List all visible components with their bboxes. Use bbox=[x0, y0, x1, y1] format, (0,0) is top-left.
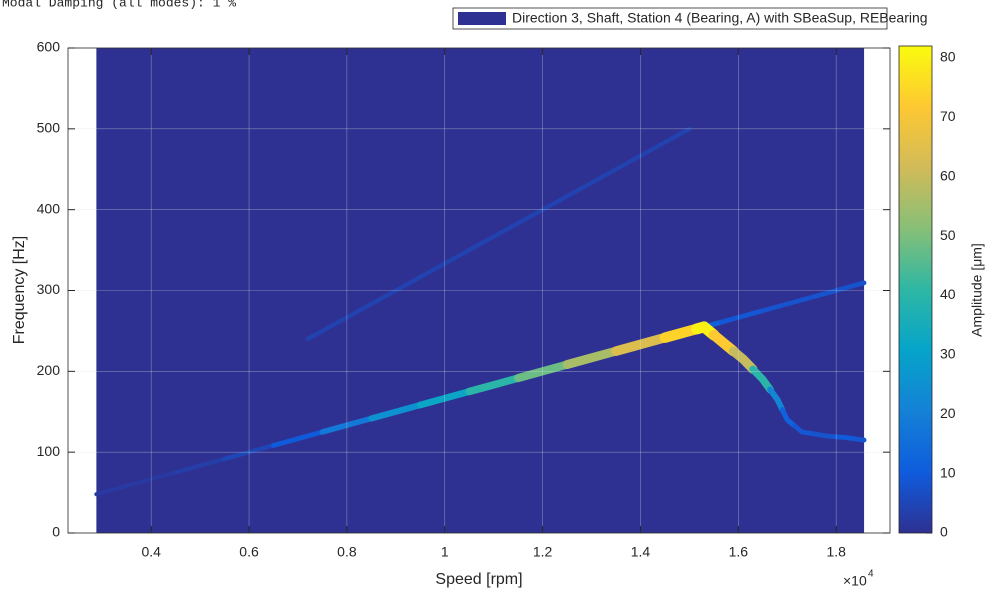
ridge-segment bbox=[465, 374, 522, 396]
y-tick-label: 300 bbox=[37, 281, 61, 297]
ridge-segment bbox=[852, 436, 867, 443]
colorbar-label: Amplitude [μm] bbox=[969, 243, 985, 337]
colorbar-tick-label: 0 bbox=[940, 524, 948, 540]
y-tick-label: 600 bbox=[37, 39, 61, 55]
colorbar-tick-label: 80 bbox=[940, 49, 956, 65]
ridge-segment bbox=[749, 365, 774, 394]
y-tick-label: 100 bbox=[37, 443, 61, 459]
annotation: Modal Damping (all modes): 1 % bbox=[2, 0, 236, 10]
ridge-segment bbox=[540, 153, 643, 212]
x-tick-label: 0.4 bbox=[141, 544, 161, 560]
x-tick-label: 0.8 bbox=[337, 544, 357, 560]
colorbar-tick-label: 10 bbox=[940, 464, 956, 480]
x-multiplier-exponent: 4 bbox=[868, 569, 874, 580]
y-tick-label: 0 bbox=[52, 524, 60, 540]
ridge-segment bbox=[833, 434, 858, 442]
x-tick-label: 1.6 bbox=[729, 544, 749, 560]
colorbar bbox=[898, 45, 933, 534]
ridge-segment bbox=[728, 346, 758, 374]
legend-swatch bbox=[458, 12, 506, 25]
x-multiplier: ×10 bbox=[843, 573, 867, 589]
ridge-segment bbox=[173, 456, 227, 475]
x-tick-label: 1.8 bbox=[826, 544, 846, 560]
y-axis-label: Frequency [Hz] bbox=[11, 236, 28, 344]
colorbar-tick-label: 60 bbox=[940, 167, 956, 183]
ridge-segment bbox=[792, 423, 817, 437]
x-tick-label: 1.2 bbox=[533, 544, 553, 560]
y-tick-label: 500 bbox=[37, 120, 61, 136]
ridge-segment bbox=[847, 280, 867, 290]
ridge-segment bbox=[760, 294, 815, 314]
colorbar-tick-label: 30 bbox=[940, 346, 956, 362]
ridge-segment bbox=[305, 312, 354, 342]
x-tick-label: 0.6 bbox=[239, 544, 259, 560]
ridge-segment bbox=[442, 207, 545, 266]
y-tick-label: 200 bbox=[37, 362, 61, 378]
ridge-segment bbox=[271, 429, 325, 448]
ridge-segment bbox=[94, 484, 126, 497]
x-tick-label: 1 bbox=[441, 544, 449, 560]
ridge-segment bbox=[368, 401, 424, 422]
colorbar-tick-label: 20 bbox=[940, 405, 956, 421]
ridge-segment bbox=[811, 431, 839, 440]
legend bbox=[452, 7, 888, 30]
legend-label: Direction 3, Shaft, Station 4 (Bearing, … bbox=[512, 10, 928, 26]
colorbar-tick-label: 50 bbox=[940, 227, 956, 243]
ridge-segment bbox=[767, 386, 786, 413]
colorbar-tick-label: 70 bbox=[940, 108, 956, 124]
ridge-segment bbox=[779, 407, 798, 429]
ridge-segment bbox=[638, 126, 692, 158]
x-tick-label: 1.4 bbox=[631, 544, 651, 560]
colorbar-tick-label: 40 bbox=[940, 286, 956, 302]
plot-frame bbox=[67, 47, 891, 534]
ridge-segment bbox=[562, 346, 621, 370]
y-tick-label: 400 bbox=[37, 200, 61, 216]
x-axis-label: Speed [rpm] bbox=[435, 571, 522, 588]
